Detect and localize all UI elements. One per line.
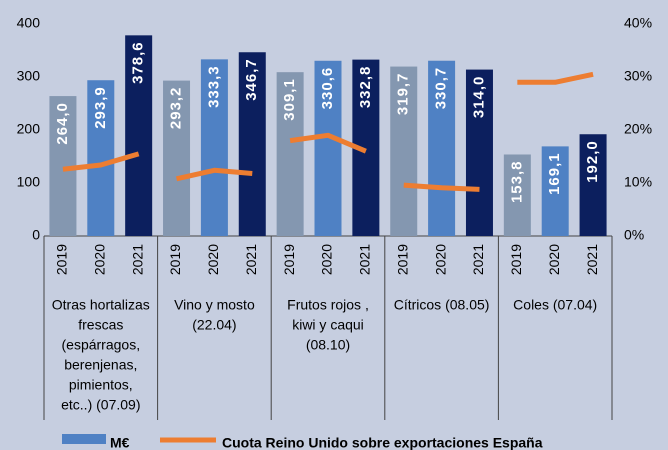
bar-value-label: 378,6 xyxy=(130,41,147,84)
x-tick-label: 2021 xyxy=(129,244,145,275)
bar-value-label: 153,8 xyxy=(508,160,525,203)
x-tick-label: 2019 xyxy=(167,244,183,275)
x-tick-label: 2021 xyxy=(584,244,600,275)
y-tick-label: 300 xyxy=(17,68,41,84)
share-line xyxy=(517,71,594,85)
bar-value-label: 293,2 xyxy=(168,87,185,130)
group-label: berenjenas, xyxy=(64,357,137,373)
group-label: pimientos, xyxy=(69,377,133,393)
y-tick-label: 400 xyxy=(17,15,41,31)
x-tick-label: 2019 xyxy=(394,244,410,275)
bar-value-label: 330,6 xyxy=(319,67,336,110)
x-tick-label: 2020 xyxy=(432,244,448,275)
bar xyxy=(541,146,569,236)
bar xyxy=(125,35,153,237)
bar-value-label: 332,8 xyxy=(357,66,374,109)
group-label: (22.04) xyxy=(192,317,236,333)
legend-swatch xyxy=(62,434,106,444)
bar xyxy=(465,69,493,236)
legend-label: M€ xyxy=(110,435,130,450)
bar-value-label: 330,7 xyxy=(433,67,450,110)
group-label: etc..) (07.09) xyxy=(61,397,140,413)
bar xyxy=(200,59,228,237)
x-tick-label: 2021 xyxy=(243,244,259,275)
bar-value-label: 192,0 xyxy=(584,140,601,183)
bar xyxy=(314,60,342,237)
bar-value-label: 293,9 xyxy=(92,86,109,129)
x-tick-label: 2020 xyxy=(319,244,335,275)
x-tick-label: 2020 xyxy=(92,244,108,275)
group-label: Frutos rojos , xyxy=(287,297,369,313)
bar-value-label: 333,3 xyxy=(205,65,222,108)
share-line xyxy=(175,167,253,182)
share-line xyxy=(289,132,367,154)
group-label: Vino y mosto xyxy=(174,297,255,313)
legend-label: Cuota Reino Unido sobre exportaciones Es… xyxy=(222,435,543,450)
share-line xyxy=(403,182,480,192)
bar xyxy=(503,154,531,236)
y-tick-label: 100 xyxy=(17,174,41,190)
y2-tick-label: 0% xyxy=(624,227,644,243)
group-label: Otras hortalizas xyxy=(52,297,150,313)
x-tick-label: 2020 xyxy=(546,244,562,275)
group-label: Cítricos (08.05) xyxy=(394,297,490,313)
bar xyxy=(87,80,115,236)
bar xyxy=(238,52,266,237)
y2-tick-label: 30% xyxy=(624,68,652,84)
bar-value-label: 309,1 xyxy=(281,78,298,121)
group-label: Coles (07.04) xyxy=(513,297,597,313)
x-tick-label: 2019 xyxy=(54,244,70,275)
group-label: (espárragos, xyxy=(62,337,141,353)
bar xyxy=(428,60,456,236)
y2-tick-label: 40% xyxy=(624,15,652,31)
bar-value-label: 346,7 xyxy=(243,58,260,101)
bar xyxy=(579,134,607,236)
x-tick-label: 2021 xyxy=(357,244,373,275)
group-label: kiwi y caqui xyxy=(292,317,364,333)
bar-value-label: 264,0 xyxy=(54,102,71,145)
bar-value-label: 314,0 xyxy=(470,76,487,119)
x-tick-label: 2021 xyxy=(470,244,486,275)
bar xyxy=(276,72,304,236)
bar xyxy=(390,66,418,237)
y-tick-label: 200 xyxy=(17,121,41,137)
bar-value-label: 319,7 xyxy=(395,73,412,116)
y2-tick-label: 10% xyxy=(624,174,652,190)
bar xyxy=(163,80,191,236)
x-tick-label: 2019 xyxy=(281,244,297,275)
y-tick-label: 0 xyxy=(32,227,40,243)
share-line xyxy=(62,151,140,172)
y2-tick-label: 20% xyxy=(624,121,652,137)
x-tick-label: 2019 xyxy=(508,244,524,275)
bar-value-label: 169,1 xyxy=(546,152,563,195)
group-label: (08.10) xyxy=(306,337,350,353)
x-tick-label: 2020 xyxy=(205,244,221,275)
group-label: frescas xyxy=(78,317,123,333)
